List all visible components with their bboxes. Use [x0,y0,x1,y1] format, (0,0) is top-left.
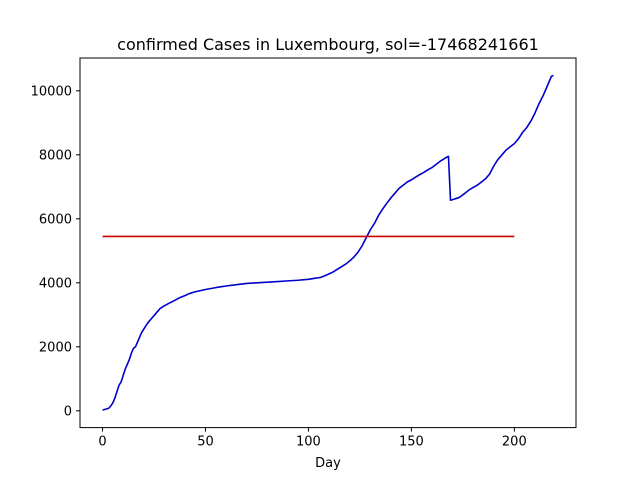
x-tick-label: 150 [399,435,424,450]
y-tick-label: 4000 [39,276,72,291]
x-tick-label: 50 [197,435,214,450]
y-tick-label: 6000 [39,212,72,227]
x-tick-label: 0 [98,435,106,450]
y-tick-label: 2000 [39,340,72,355]
plot-area [102,74,554,411]
y-tick-label: 0 [64,404,72,419]
x-tick-label: 200 [502,435,527,450]
x-tick-label: 100 [296,435,321,450]
y-tick-label: 8000 [39,148,72,163]
y-tick-label: 10000 [31,84,72,99]
series-line-0 [102,74,554,411]
axes-frame [79,57,577,429]
x-axis-label: Day [315,456,341,471]
chart-title: confirmed Cases in Luxembourg, sol=-1746… [117,35,539,54]
